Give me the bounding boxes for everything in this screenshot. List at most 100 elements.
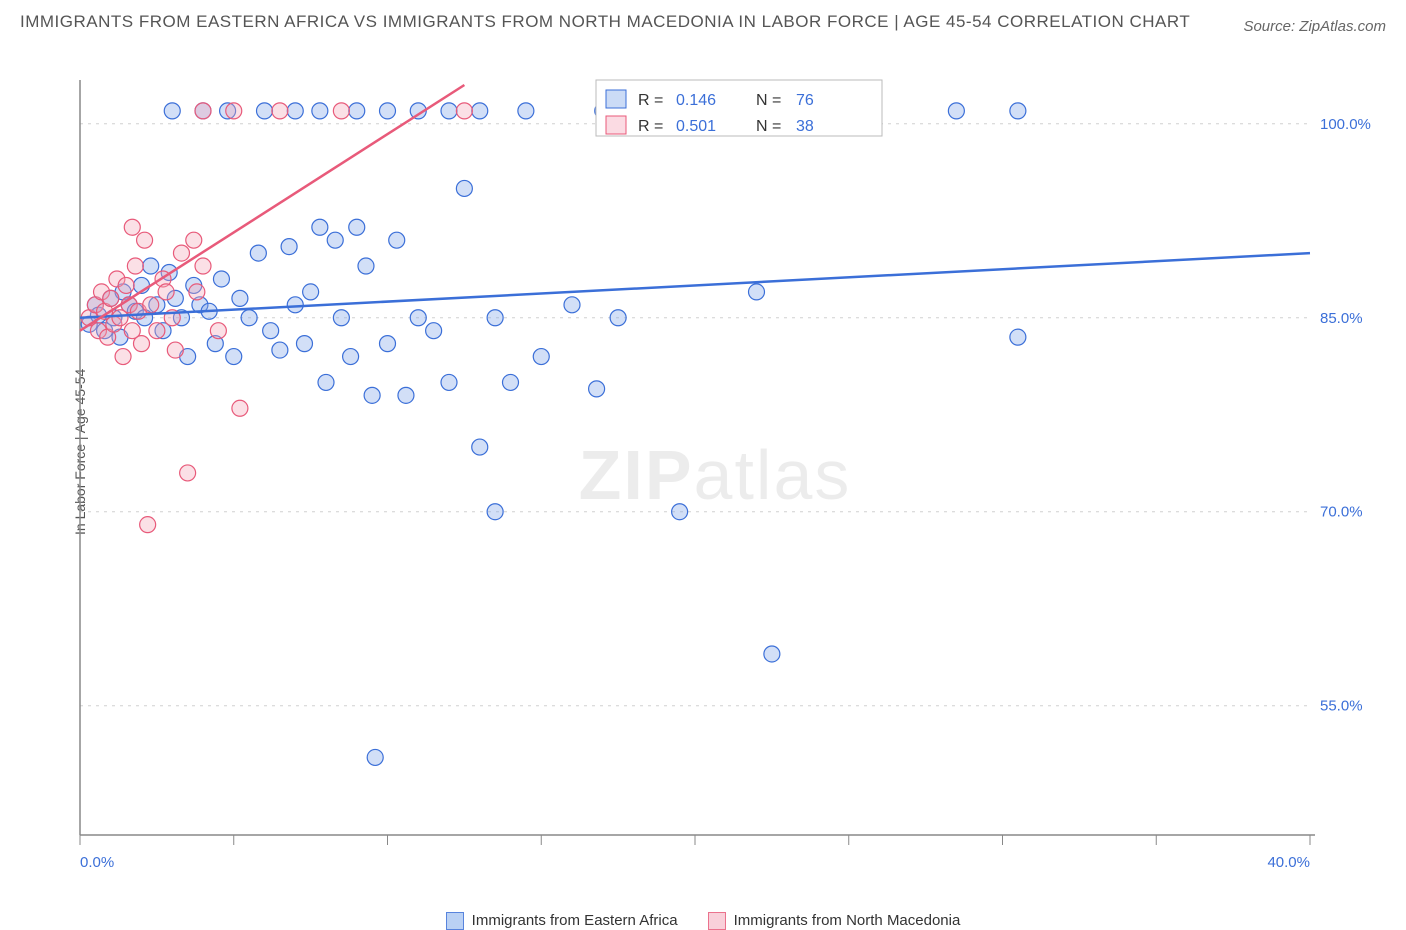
legend-n-label: N = (756, 92, 781, 109)
data-point (232, 290, 248, 306)
legend-swatch (606, 116, 626, 134)
x-tick-label: 40.0% (1267, 854, 1310, 871)
data-point (296, 336, 312, 352)
y-tick-label: 85.0% (1320, 310, 1363, 327)
data-point (281, 239, 297, 255)
scatter-plot: 55.0% 70.0% 85.0% 100.0% 0.0% 40.0% R = 0.146 N … (50, 75, 1380, 875)
data-point (343, 349, 359, 365)
data-point (380, 103, 396, 119)
y-tick-label: 100.0% (1320, 116, 1371, 133)
data-point (389, 232, 405, 248)
data-point (134, 336, 150, 352)
data-point (287, 297, 303, 313)
chart-container: In Labor Force | Age 45-54 ZIPatlas 55.0… (50, 75, 1380, 875)
source-label: Source: ZipAtlas.com (1243, 18, 1386, 35)
legend-swatch (446, 912, 464, 930)
data-point (210, 323, 226, 339)
data-point (158, 284, 174, 300)
data-point (441, 374, 457, 390)
y-tick-label: 70.0% (1320, 504, 1363, 521)
data-point (173, 245, 189, 261)
data-point (312, 103, 328, 119)
data-point (226, 103, 242, 119)
data-point (137, 232, 153, 248)
data-point (564, 297, 580, 313)
data-point (143, 258, 159, 274)
data-point (518, 103, 534, 119)
data-point (124, 219, 140, 235)
data-point (398, 387, 414, 403)
legend-r-label: R = (638, 118, 663, 135)
data-point (333, 310, 349, 326)
data-point (103, 290, 119, 306)
data-point (349, 103, 365, 119)
data-point (318, 374, 334, 390)
data-point (312, 219, 328, 235)
data-point (241, 310, 257, 326)
data-point (589, 381, 605, 397)
legend-n-value: 76 (796, 92, 814, 109)
legend-bottom: Immigrants from Eastern Africa Immigrants… (0, 912, 1406, 930)
data-point (349, 219, 365, 235)
data-point (672, 504, 688, 520)
data-point (487, 310, 503, 326)
data-point (456, 180, 472, 196)
data-point (472, 103, 488, 119)
data-point (472, 439, 488, 455)
data-point (380, 336, 396, 352)
data-point (426, 323, 442, 339)
data-point (1010, 103, 1026, 119)
data-point (143, 297, 159, 313)
legend-n-label: N = (756, 118, 781, 135)
data-point (749, 284, 765, 300)
legend-swatch (606, 90, 626, 108)
data-point (213, 271, 229, 287)
legend-item: Immigrants from North Macedonia (708, 912, 961, 930)
data-point (257, 103, 273, 119)
data-point (764, 646, 780, 662)
data-point (441, 103, 457, 119)
data-point (118, 277, 134, 293)
data-point (364, 387, 380, 403)
data-point (303, 284, 319, 300)
data-point (232, 400, 248, 416)
data-point (327, 232, 343, 248)
trend-line (80, 85, 464, 331)
data-point (115, 349, 131, 365)
data-point (358, 258, 374, 274)
data-point (149, 323, 165, 339)
data-point (456, 103, 472, 119)
data-point (195, 103, 211, 119)
data-point (263, 323, 279, 339)
data-point (186, 232, 202, 248)
x-tick-label: 0.0% (80, 854, 114, 871)
data-point (167, 342, 183, 358)
chart-title: IMMIGRANTS FROM EASTERN AFRICA VS IMMIGR… (20, 8, 1190, 35)
data-point (533, 349, 549, 365)
data-point (410, 310, 426, 326)
data-point (610, 310, 626, 326)
data-point (140, 517, 156, 533)
legend-r-value: 0.501 (676, 118, 716, 135)
data-point (287, 103, 303, 119)
data-point (189, 284, 205, 300)
data-point (503, 374, 519, 390)
legend-label: Immigrants from North Macedonia (734, 912, 961, 929)
legend-n-value: 38 (796, 118, 814, 135)
legend-r-label: R = (638, 92, 663, 109)
data-point (272, 342, 288, 358)
legend-swatch (708, 912, 726, 930)
data-point (333, 103, 349, 119)
data-point (272, 103, 288, 119)
legend-r-value: 0.146 (676, 92, 716, 109)
legend-item: Immigrants from Eastern Africa (446, 912, 678, 930)
data-point (487, 504, 503, 520)
data-point (250, 245, 266, 261)
y-tick-label: 55.0% (1320, 698, 1363, 715)
trend-line (80, 253, 1310, 318)
data-point (948, 103, 964, 119)
data-point (164, 103, 180, 119)
data-point (195, 258, 211, 274)
data-point (367, 749, 383, 765)
data-point (1010, 329, 1026, 345)
